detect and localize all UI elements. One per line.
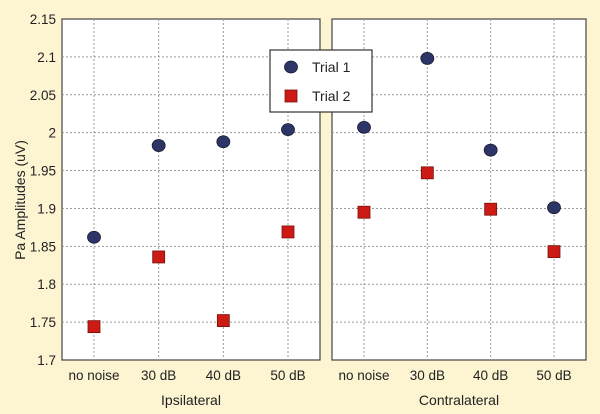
legend-marker-square-icon [284,89,298,103]
plot-area [331,18,587,361]
data-point-trial-1 [547,201,561,215]
legend-label: Trial 1 [312,59,351,75]
data-point-trial-1 [483,143,498,157]
x-tick-label: 50 dB [270,368,305,383]
y-tick-label: 1.8 [37,277,56,292]
series-trial-2 [357,166,561,259]
x-tick-label: 50 dB [536,368,571,383]
series-trial-1 [87,123,295,244]
panel-contralateral: no noise 30 dB 40 dB 50 dB Contralateral [331,18,587,408]
data-point-trial-1 [216,135,231,149]
data-point-trial-2 [281,225,295,239]
x-axis-title: Ipsilateral [161,392,221,408]
data-point-trial-2 [357,205,371,219]
y-tick-label: 1.85 [30,239,56,254]
legend-marker-circle-icon [284,60,298,74]
y-tick-label: 1.75 [30,315,56,330]
data-point-trial-1 [357,120,371,134]
data-point-trial-1 [151,139,166,152]
y-tick-label: 2 [48,126,56,141]
y-tick-label: 2.1 [37,50,56,65]
legend: Trial 1 Trial 2 [269,49,373,113]
series-trial-2 [87,225,295,334]
y-tick-label: 1.95 [30,164,56,179]
y-axis-title: Pa Amplitudes (uV) [12,140,28,260]
data-point-trial-1 [420,52,435,65]
x-tick-label: no noise [68,368,119,383]
y-axis: Pa Amplitudes (uV) 1.7 1.75 1.8 1.85 1.9 1.95… [12,12,56,368]
series-trial-1 [357,52,561,215]
y-tick-label: 1.7 [37,353,56,368]
x-tick-label: 30 dB [141,368,176,383]
x-tick-label: no noise [338,368,389,383]
data-point-trial-2 [87,320,101,334]
x-tick-label: 40 dB [473,368,508,383]
x-axis-title: Contralateral [419,392,499,408]
y-tick-label: 2.15 [30,12,56,27]
x-tick-label: 30 dB [410,368,445,383]
data-point-trial-2 [420,166,434,180]
data-point-trial-2 [216,314,230,327]
data-point-trial-1 [281,123,295,137]
data-point-trial-1 [87,230,101,244]
x-tick-label: 40 dB [206,368,241,383]
data-point-trial-2 [152,250,166,264]
legend-label: Trial 2 [312,88,351,104]
y-tick-label: 1.9 [37,201,56,216]
data-point-trial-2 [484,202,498,216]
y-tick-label: 2.05 [30,88,56,103]
data-point-trial-2 [547,245,561,259]
